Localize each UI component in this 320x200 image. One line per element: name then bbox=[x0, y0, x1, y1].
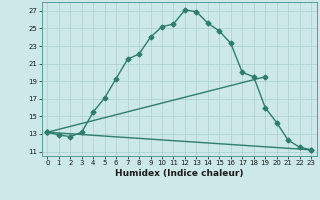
X-axis label: Humidex (Indice chaleur): Humidex (Indice chaleur) bbox=[115, 169, 244, 178]
